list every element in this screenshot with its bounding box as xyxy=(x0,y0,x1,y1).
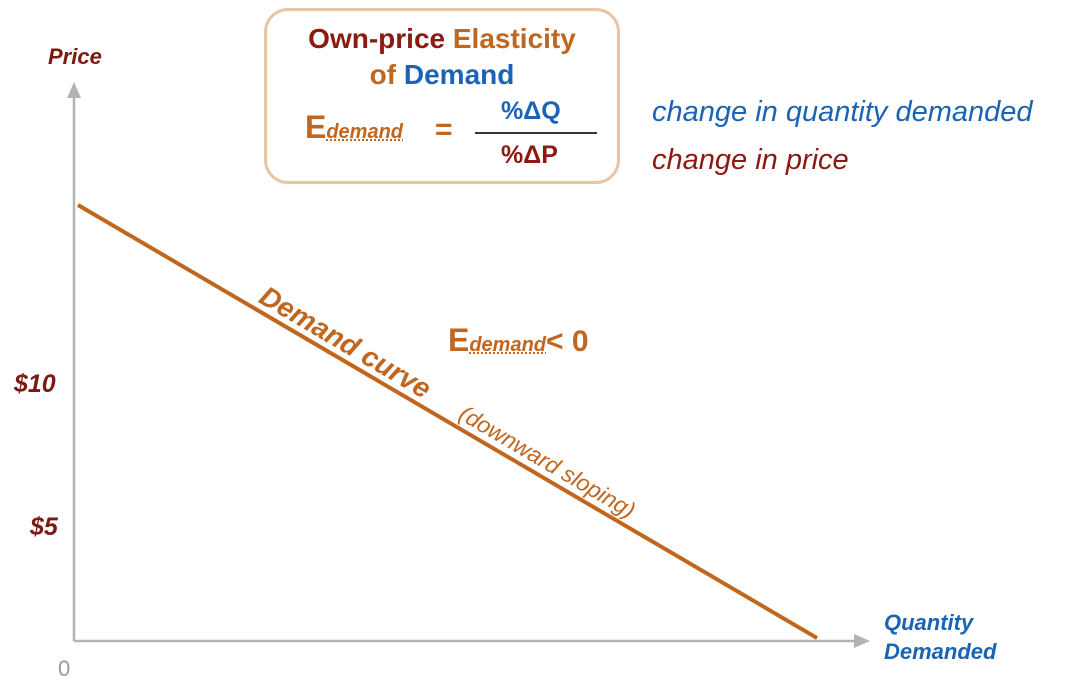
x-axis-label-line1: Quantity xyxy=(884,610,974,635)
denominator-explanation: change in price xyxy=(652,144,849,176)
formula-title-line1: Own-price Elasticity xyxy=(267,23,617,55)
e-subscript: demand xyxy=(326,121,404,143)
inequality-relation: < 0 xyxy=(546,325,589,358)
x-axis-arrow xyxy=(854,634,870,648)
title-demand: Demand xyxy=(403,59,515,90)
formula-numerator: %ΔQ xyxy=(501,97,561,125)
formula-denominator: %ΔP xyxy=(501,141,558,169)
e-symbol: E xyxy=(305,109,327,145)
tick-label-10: $10 xyxy=(14,370,56,398)
formula-equals: = xyxy=(435,113,453,146)
inequality-e-subscript: demand xyxy=(469,334,547,356)
y-axis-arrow xyxy=(67,82,81,98)
x-axis-label-line2: Demanded xyxy=(884,639,997,664)
y-axis-label: Price xyxy=(48,44,102,69)
formula-e-demand: Edemand xyxy=(305,109,403,146)
formula-title-line2: of Demand xyxy=(267,59,617,91)
numerator-explanation: change in quantity demanded xyxy=(652,96,1033,128)
inequality-e-symbol: E xyxy=(448,322,470,358)
x-axis-label: Quantity Demanded xyxy=(884,608,996,666)
title-of: of xyxy=(369,59,397,90)
elasticity-formula-box: Own-price Elasticity of Demand Edemand =… xyxy=(264,8,620,184)
origin-label: 0 xyxy=(58,656,71,681)
tick-label-5: $5 xyxy=(30,513,58,541)
demand-curve-line xyxy=(76,203,819,640)
title-elasticity: Elasticity xyxy=(452,23,576,54)
fraction-bar xyxy=(475,132,597,134)
title-own-price: Own-price xyxy=(308,23,446,54)
elasticity-inequality: Edemand< 0 xyxy=(448,322,589,359)
